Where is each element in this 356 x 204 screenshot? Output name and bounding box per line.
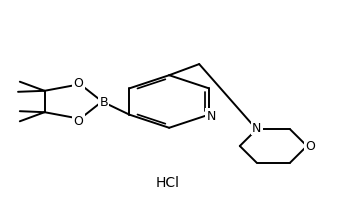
Text: N: N [252,122,261,135]
Text: O: O [73,114,83,127]
Text: O: O [73,77,83,90]
Text: HCl: HCl [156,175,179,190]
Text: N: N [207,110,216,123]
Text: B: B [100,95,108,109]
Text: O: O [305,140,315,153]
